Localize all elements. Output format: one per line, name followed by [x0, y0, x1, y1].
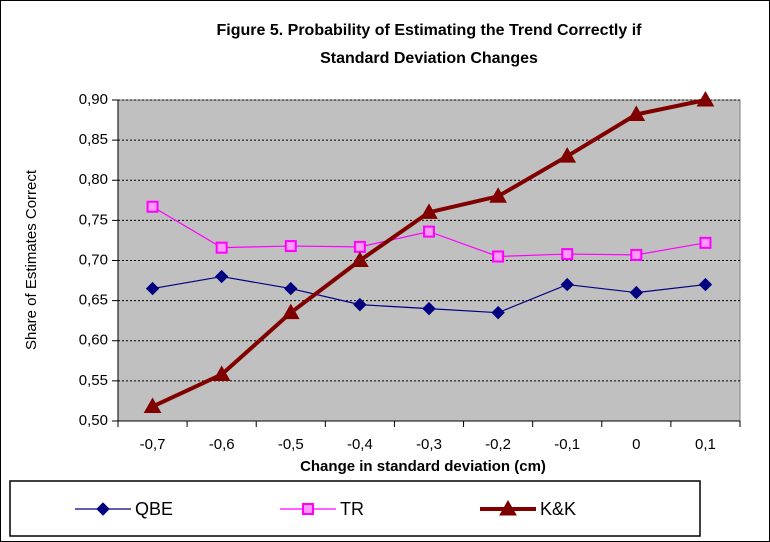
x-tick-label: -0,7 — [140, 436, 166, 453]
legend-marker — [302, 503, 314, 515]
y-axis-label: Share of Estimates Correct — [23, 169, 40, 350]
data-point — [214, 269, 229, 284]
chart-title: Standard Deviation Changes — [320, 50, 538, 67]
data-point — [420, 203, 438, 219]
x-tick-label: -0,2 — [485, 436, 511, 453]
data-point — [422, 301, 436, 316]
x-tick-label: -0,1 — [554, 436, 580, 453]
y-tick-label: 0,90 — [79, 91, 108, 108]
data-point — [353, 240, 366, 253]
data-point — [561, 248, 574, 261]
x-axis-label: Change in standard deviation (cm) — [300, 458, 546, 475]
data-point — [698, 277, 713, 292]
data-point — [284, 281, 298, 296]
y-tick-label: 0,75 — [79, 211, 108, 228]
data-point — [212, 365, 231, 381]
legend-label: K&K — [540, 499, 576, 519]
chart-title: Figure 5. Probability of Estimating the … — [217, 22, 643, 39]
y-tick-label: 0,85 — [79, 131, 108, 148]
data-point — [423, 225, 435, 238]
legend-label: TR — [340, 499, 364, 519]
y-tick-label: 0,50 — [79, 412, 108, 429]
data-point — [560, 277, 574, 292]
data-point — [696, 90, 715, 107]
data-point — [491, 305, 505, 320]
data-point — [281, 303, 300, 320]
x-tick-label: 0,1 — [695, 436, 716, 453]
data-point — [492, 250, 505, 263]
data-point — [630, 248, 643, 261]
data-point — [215, 241, 228, 254]
x-tick-label: -0,5 — [278, 436, 304, 453]
y-tick-label: 0,65 — [79, 292, 108, 309]
data-point — [146, 200, 159, 213]
legend-marker — [96, 502, 110, 516]
data-point — [489, 187, 507, 203]
data-point — [629, 285, 644, 300]
data-point — [627, 105, 646, 121]
x-tick-label: -0,4 — [347, 436, 373, 453]
legend-label: QBE — [135, 499, 173, 519]
data-point — [351, 251, 369, 267]
y-tick-label: 0,70 — [79, 251, 108, 268]
y-tick-label: 0,60 — [79, 332, 108, 349]
data-point — [145, 281, 160, 296]
x-tick-label: 0 — [632, 436, 640, 453]
data-point — [699, 236, 712, 249]
x-tick-label: -0,3 — [416, 436, 442, 453]
data-point — [353, 297, 367, 312]
data-point — [284, 240, 297, 253]
x-tick-label: -0,6 — [209, 436, 235, 453]
y-tick-label: 0,80 — [79, 171, 108, 188]
data-point — [143, 397, 162, 414]
data-point — [558, 147, 577, 163]
y-tick-label: 0,55 — [79, 372, 108, 389]
legend-marker — [499, 499, 517, 516]
